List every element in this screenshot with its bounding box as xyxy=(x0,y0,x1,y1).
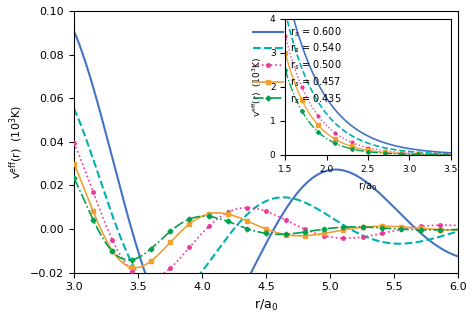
X-axis label: r/a$_0$: r/a$_0$ xyxy=(254,298,278,313)
Y-axis label: v$^{\rm eff}$(r)  (10$^3$K): v$^{\rm eff}$(r) (10$^3$K) xyxy=(7,105,25,179)
Legend: r$_s$ = 0.600, r$_s$ = 0.540, r$_s$ = 0.500, r$_s$ = 0.457, r$_s$ = 0.435: r$_s$ = 0.600, r$_s$ = 0.540, r$_s$ = 0.… xyxy=(249,21,346,109)
